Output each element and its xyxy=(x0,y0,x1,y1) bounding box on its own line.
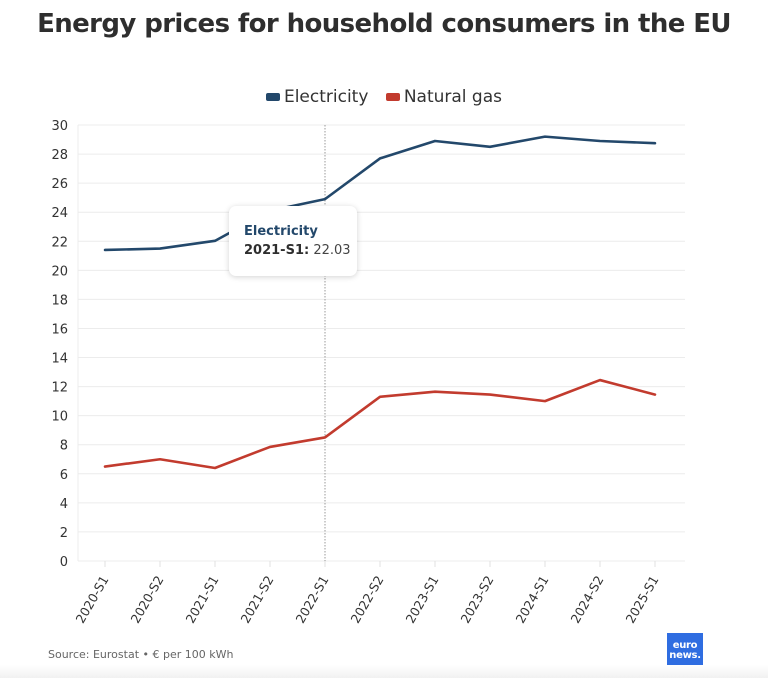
chart-title: Energy prices for household consumers in… xyxy=(0,8,768,41)
legend-swatch-natural-gas xyxy=(385,93,400,101)
y-tick-label: 16 xyxy=(51,322,68,337)
y-tick-label: 22 xyxy=(51,235,68,250)
logo-line2: news. xyxy=(669,650,701,661)
tooltip-category: 2021-S1: xyxy=(244,243,310,258)
tooltip-value: 22.03 xyxy=(313,243,351,258)
y-tick-label: 14 xyxy=(51,352,68,367)
bottom-fade xyxy=(0,665,768,678)
x-tick-label: 2023-S2 xyxy=(457,573,496,626)
x-tick-label: 2024-S2 xyxy=(567,573,606,626)
legend-swatch-electricity xyxy=(265,93,280,101)
y-tick-label: 20 xyxy=(51,264,68,279)
y-tick-label: 26 xyxy=(51,177,68,192)
legend: Electricity Natural gas xyxy=(0,86,768,107)
x-tick-label: 2020-S1 xyxy=(72,573,111,626)
tooltip-series: Electricity xyxy=(244,224,318,239)
y-tick-label: 10 xyxy=(51,410,68,425)
y-tick-label: 18 xyxy=(51,293,68,308)
euronews-logo[interactable]: euro news. xyxy=(667,633,703,669)
y-tick-label: 24 xyxy=(51,206,68,221)
logo-line1: euro xyxy=(672,640,698,651)
y-tick-label: 8 xyxy=(60,439,68,454)
x-tick-label: 2020-S2 xyxy=(127,573,166,626)
y-tick-label: 30 xyxy=(51,119,68,134)
x-tick-label: 2025-S1 xyxy=(622,573,661,626)
legend-label-electricity: Electricity xyxy=(283,87,369,107)
y-tick-label: 0 xyxy=(60,555,68,570)
y-tick-label: 12 xyxy=(51,381,68,396)
chart-title-text: Energy prices for household consumers in… xyxy=(37,9,731,39)
y-tick-label: 2 xyxy=(60,526,68,541)
y-tick-label: 6 xyxy=(60,468,68,483)
x-tick-label: 2024-S1 xyxy=(512,573,551,626)
legend-label-natural-gas: Natural gas xyxy=(403,87,503,107)
x-tick-label: 2023-S1 xyxy=(402,573,441,626)
legend-item-natural-gas[interactable]: Natural gas xyxy=(385,87,503,107)
source-note: Source: Eurostat • € per 100 kWh xyxy=(48,648,234,661)
tooltip: Electricity 2021-S1: 22.03 xyxy=(229,206,357,276)
x-tick-label: 2021-S2 xyxy=(237,573,276,626)
y-tick-label: 4 xyxy=(60,497,68,512)
y-tick-label: 28 xyxy=(51,148,68,163)
x-tick-label: 2021-S1 xyxy=(182,573,221,626)
series-line-natural-gas xyxy=(103,378,657,470)
x-tick-label: 2022-S2 xyxy=(347,573,386,626)
x-tick-label: 2022-S1 xyxy=(292,573,331,626)
legend-item-electricity[interactable]: Electricity xyxy=(265,87,369,107)
